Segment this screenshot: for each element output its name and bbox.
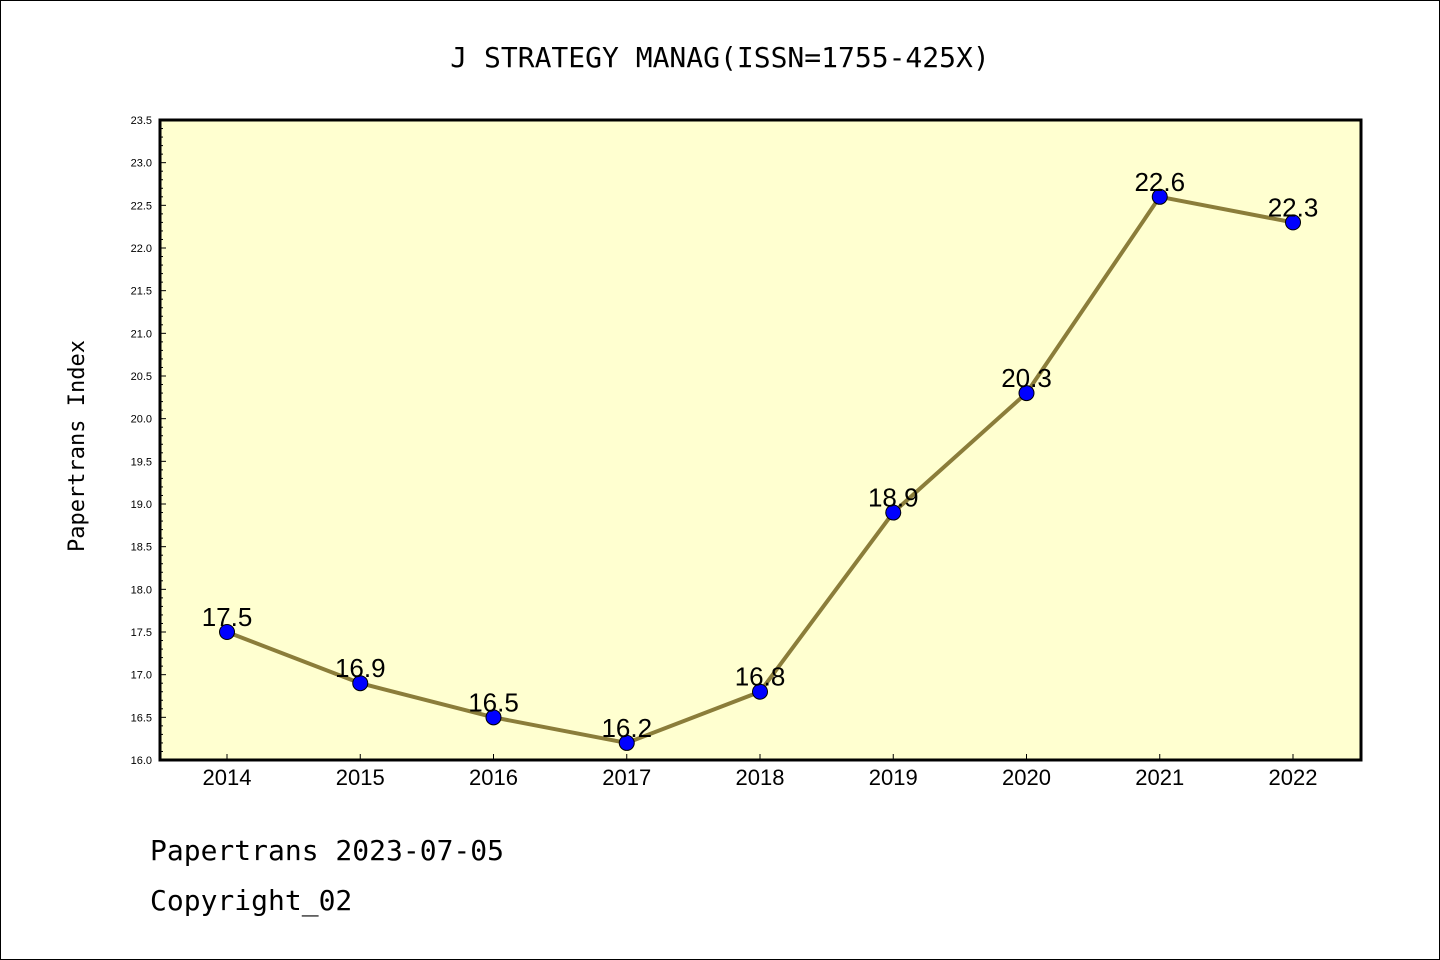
y-tick-label: 19.5 [131,456,152,468]
x-tick-label: 2020 [1002,765,1051,790]
y-tick-label: 23.5 [131,115,152,127]
x-tick-label: 2018 [736,765,785,790]
x-tick-label: 2014 [203,765,252,790]
y-tick-label: 17.5 [131,627,152,639]
y-tick-label: 22.5 [131,200,152,212]
y-tick-label: 20.5 [131,371,152,383]
data-point [1285,214,1301,231]
x-tick-label: 2016 [469,765,518,790]
data-label: 16.8 [735,662,786,692]
data-point [1018,385,1035,402]
y-tick-label: 18.0 [131,584,152,596]
data-point [219,624,235,640]
y-tick-label: 20.0 [131,414,152,426]
x-tick-label: 2019 [869,765,918,790]
data-label: 16.2 [601,713,652,743]
plot-area [158,118,1363,762]
chart-title: J STRATEGY MANAG(ISSN=1755-425X) [450,41,989,74]
data-point [752,683,768,700]
y-axis-ticks: 16.0 16.5 17.0 17.5 18.0 18.5 19.0 19.5 20.0 20.5… [131,115,166,767]
y-tick-label: 21.0 [131,328,152,340]
y-tick-label: 18.5 [131,542,152,554]
x-axis-ticks: 2014 2015 2016 2017 2018 2019 2020 2021 2022 [203,754,1318,790]
series-group [219,188,1301,751]
data-label: 22.6 [1134,167,1185,197]
data-label: 16.5 [468,687,519,717]
y-tick-label: 16.0 [131,755,152,767]
y-tick-label: 16.5 [131,712,152,724]
data-point [618,734,635,751]
data-label: 16.9 [335,653,386,683]
x-tick-label: 2021 [1135,765,1184,790]
y-tick-label: 22.0 [131,243,152,255]
data-point [352,675,369,692]
y-tick-label: 21.5 [131,286,152,298]
data-label: 20.3 [1001,363,1052,393]
x-tick-label: 2017 [602,765,651,790]
data-label: 17.5 [202,602,253,632]
y-tick-label: 23.0 [131,158,152,170]
x-tick-label: 2022 [1269,765,1318,790]
data-point [1151,188,1168,205]
x-tick-label: 2015 [336,765,385,790]
data-label: 18.9 [868,483,919,513]
footer-copyright-text: Copyright_02 [150,884,353,917]
data-label: 22.3 [1268,192,1319,222]
data-point [885,504,902,521]
footer-date-text: Papertrans 2023-07-05 [150,834,505,867]
y-tick-label: 19.0 [131,499,152,511]
y-tick-label: 17.0 [131,670,152,682]
data-labels: 17.5 16.9 16.5 16.2 16.8 18.9 20.3 22.6 22.3 [202,167,1319,743]
data-point [485,709,502,726]
y-axis-label: Papertrans Index [65,340,90,552]
